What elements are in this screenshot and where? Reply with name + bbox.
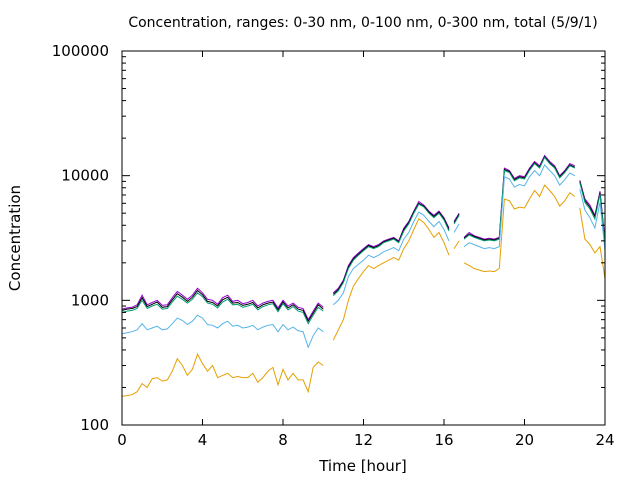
chart-title: Concentration, ranges: 0-30 nm, 0-100 nm… xyxy=(128,15,597,31)
y-tick-label: 1000 xyxy=(71,291,109,309)
x-tick-label: 12 xyxy=(354,431,373,449)
y-axis-label: Concentration xyxy=(6,185,24,291)
series-line-1 xyxy=(121,154,606,321)
plot-frame xyxy=(121,50,606,426)
x-tick-label: 0 xyxy=(117,431,127,449)
series-line-4 xyxy=(121,164,606,349)
x-tick-label: 16 xyxy=(434,431,453,449)
series-layer xyxy=(121,154,606,397)
x-tick-label: 4 xyxy=(198,431,208,449)
series-line-5 xyxy=(121,184,606,397)
y-tick-label: 100 xyxy=(80,416,109,434)
x-tick-label: 24 xyxy=(595,431,614,449)
y-tick-label: 10000 xyxy=(61,167,109,185)
ticks-layer: 0 4 8 12 16 20 24 100 1000 10000 100000 xyxy=(52,42,615,449)
x-axis-label: Time [hour] xyxy=(318,457,407,475)
series-line-2 xyxy=(121,155,606,323)
series-line-3 xyxy=(121,156,606,325)
y-tick-label: 100000 xyxy=(52,42,109,60)
x-tick-label: 20 xyxy=(515,431,534,449)
x-tick-label: 8 xyxy=(278,431,288,449)
